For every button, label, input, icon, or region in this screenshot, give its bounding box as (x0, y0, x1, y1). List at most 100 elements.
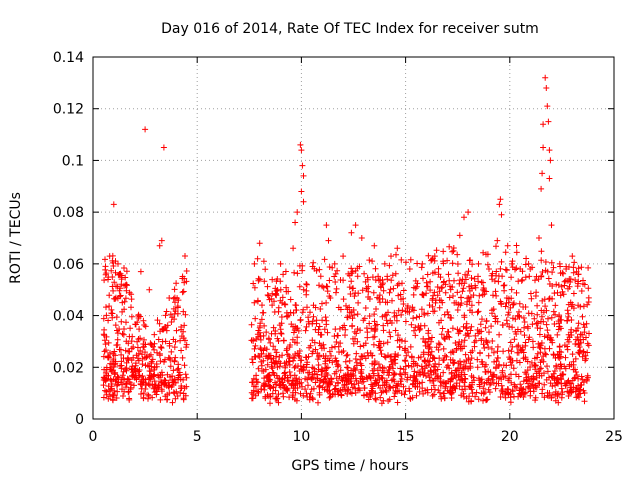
data-point (253, 372, 260, 379)
data-point (122, 295, 129, 302)
data-point (251, 345, 258, 352)
data-point (501, 287, 508, 294)
data-point (385, 352, 391, 359)
data-point (415, 354, 422, 361)
data-point (490, 379, 497, 386)
data-point (154, 317, 161, 324)
data-point (302, 327, 309, 334)
data-point (586, 330, 592, 337)
data-point (100, 382, 107, 389)
data-point (536, 344, 543, 350)
data-point (349, 384, 356, 391)
data-point (157, 378, 164, 385)
data-point (371, 242, 378, 249)
data-point (127, 325, 134, 332)
data-point (255, 365, 262, 372)
data-point (121, 298, 128, 305)
data-point (450, 293, 456, 299)
data-point (114, 336, 121, 343)
data-point (539, 269, 546, 275)
data-point (461, 280, 468, 287)
data-point (137, 381, 144, 388)
data-point (170, 389, 177, 396)
data-point (533, 273, 540, 280)
data-point (383, 381, 390, 388)
data-point (546, 295, 553, 302)
data-point (577, 382, 584, 389)
data-point (386, 364, 393, 371)
data-point (275, 399, 282, 406)
data-point (266, 296, 273, 303)
data-point (420, 390, 427, 397)
data-point (271, 359, 278, 366)
data-points (100, 74, 592, 407)
data-point (502, 303, 509, 310)
data-point (395, 307, 402, 314)
data-point (356, 387, 363, 394)
data-point (142, 341, 149, 348)
data-point (438, 317, 445, 324)
data-point (275, 338, 282, 344)
data-point (370, 289, 377, 296)
data-point (503, 317, 510, 324)
data-point (569, 377, 576, 384)
data-point (108, 306, 115, 313)
data-point (509, 264, 516, 271)
data-point (171, 310, 178, 317)
data-point (364, 276, 371, 283)
data-point (508, 348, 515, 355)
data-point (547, 380, 554, 387)
data-point (141, 336, 147, 343)
data-point (278, 320, 285, 327)
data-point (376, 295, 382, 302)
data-point (380, 388, 386, 395)
data-point (575, 385, 582, 392)
data-point (128, 338, 135, 345)
data-point (110, 397, 116, 404)
data-point (570, 366, 577, 373)
data-point (272, 328, 279, 334)
data-point (333, 339, 340, 345)
data-point (255, 334, 261, 340)
data-point (500, 348, 507, 355)
data-point (269, 276, 276, 283)
data-point (268, 330, 275, 337)
data-point (105, 353, 112, 360)
data-point (346, 357, 353, 364)
data-point (342, 358, 349, 365)
data-point (302, 386, 309, 393)
data-point (439, 325, 446, 332)
data-point (103, 333, 110, 340)
data-point (142, 386, 149, 392)
data-point (480, 249, 487, 256)
data-point (290, 245, 297, 252)
data-point (322, 355, 328, 362)
data-point (438, 331, 445, 338)
data-point (119, 386, 125, 393)
data-point (110, 376, 117, 383)
data-point (377, 276, 384, 283)
data-point (353, 359, 360, 366)
data-point (120, 355, 127, 362)
data-point (520, 304, 527, 310)
data-point (474, 356, 481, 363)
data-point (102, 263, 109, 270)
data-point (304, 369, 311, 376)
data-point (157, 328, 164, 335)
data-point (506, 375, 513, 382)
data-point (447, 378, 454, 385)
data-point (493, 243, 499, 250)
data-point (343, 302, 349, 309)
data-point (558, 363, 565, 370)
data-point (331, 260, 338, 267)
data-point (419, 260, 426, 267)
data-point (507, 339, 514, 346)
data-point (183, 383, 190, 390)
data-point (178, 385, 184, 392)
data-point (324, 329, 331, 336)
data-point (493, 364, 499, 371)
data-point (499, 273, 506, 280)
data-point (420, 349, 427, 356)
x-tick-labels: 0 5 10 15 20 25 (89, 429, 623, 445)
data-point (567, 279, 574, 285)
